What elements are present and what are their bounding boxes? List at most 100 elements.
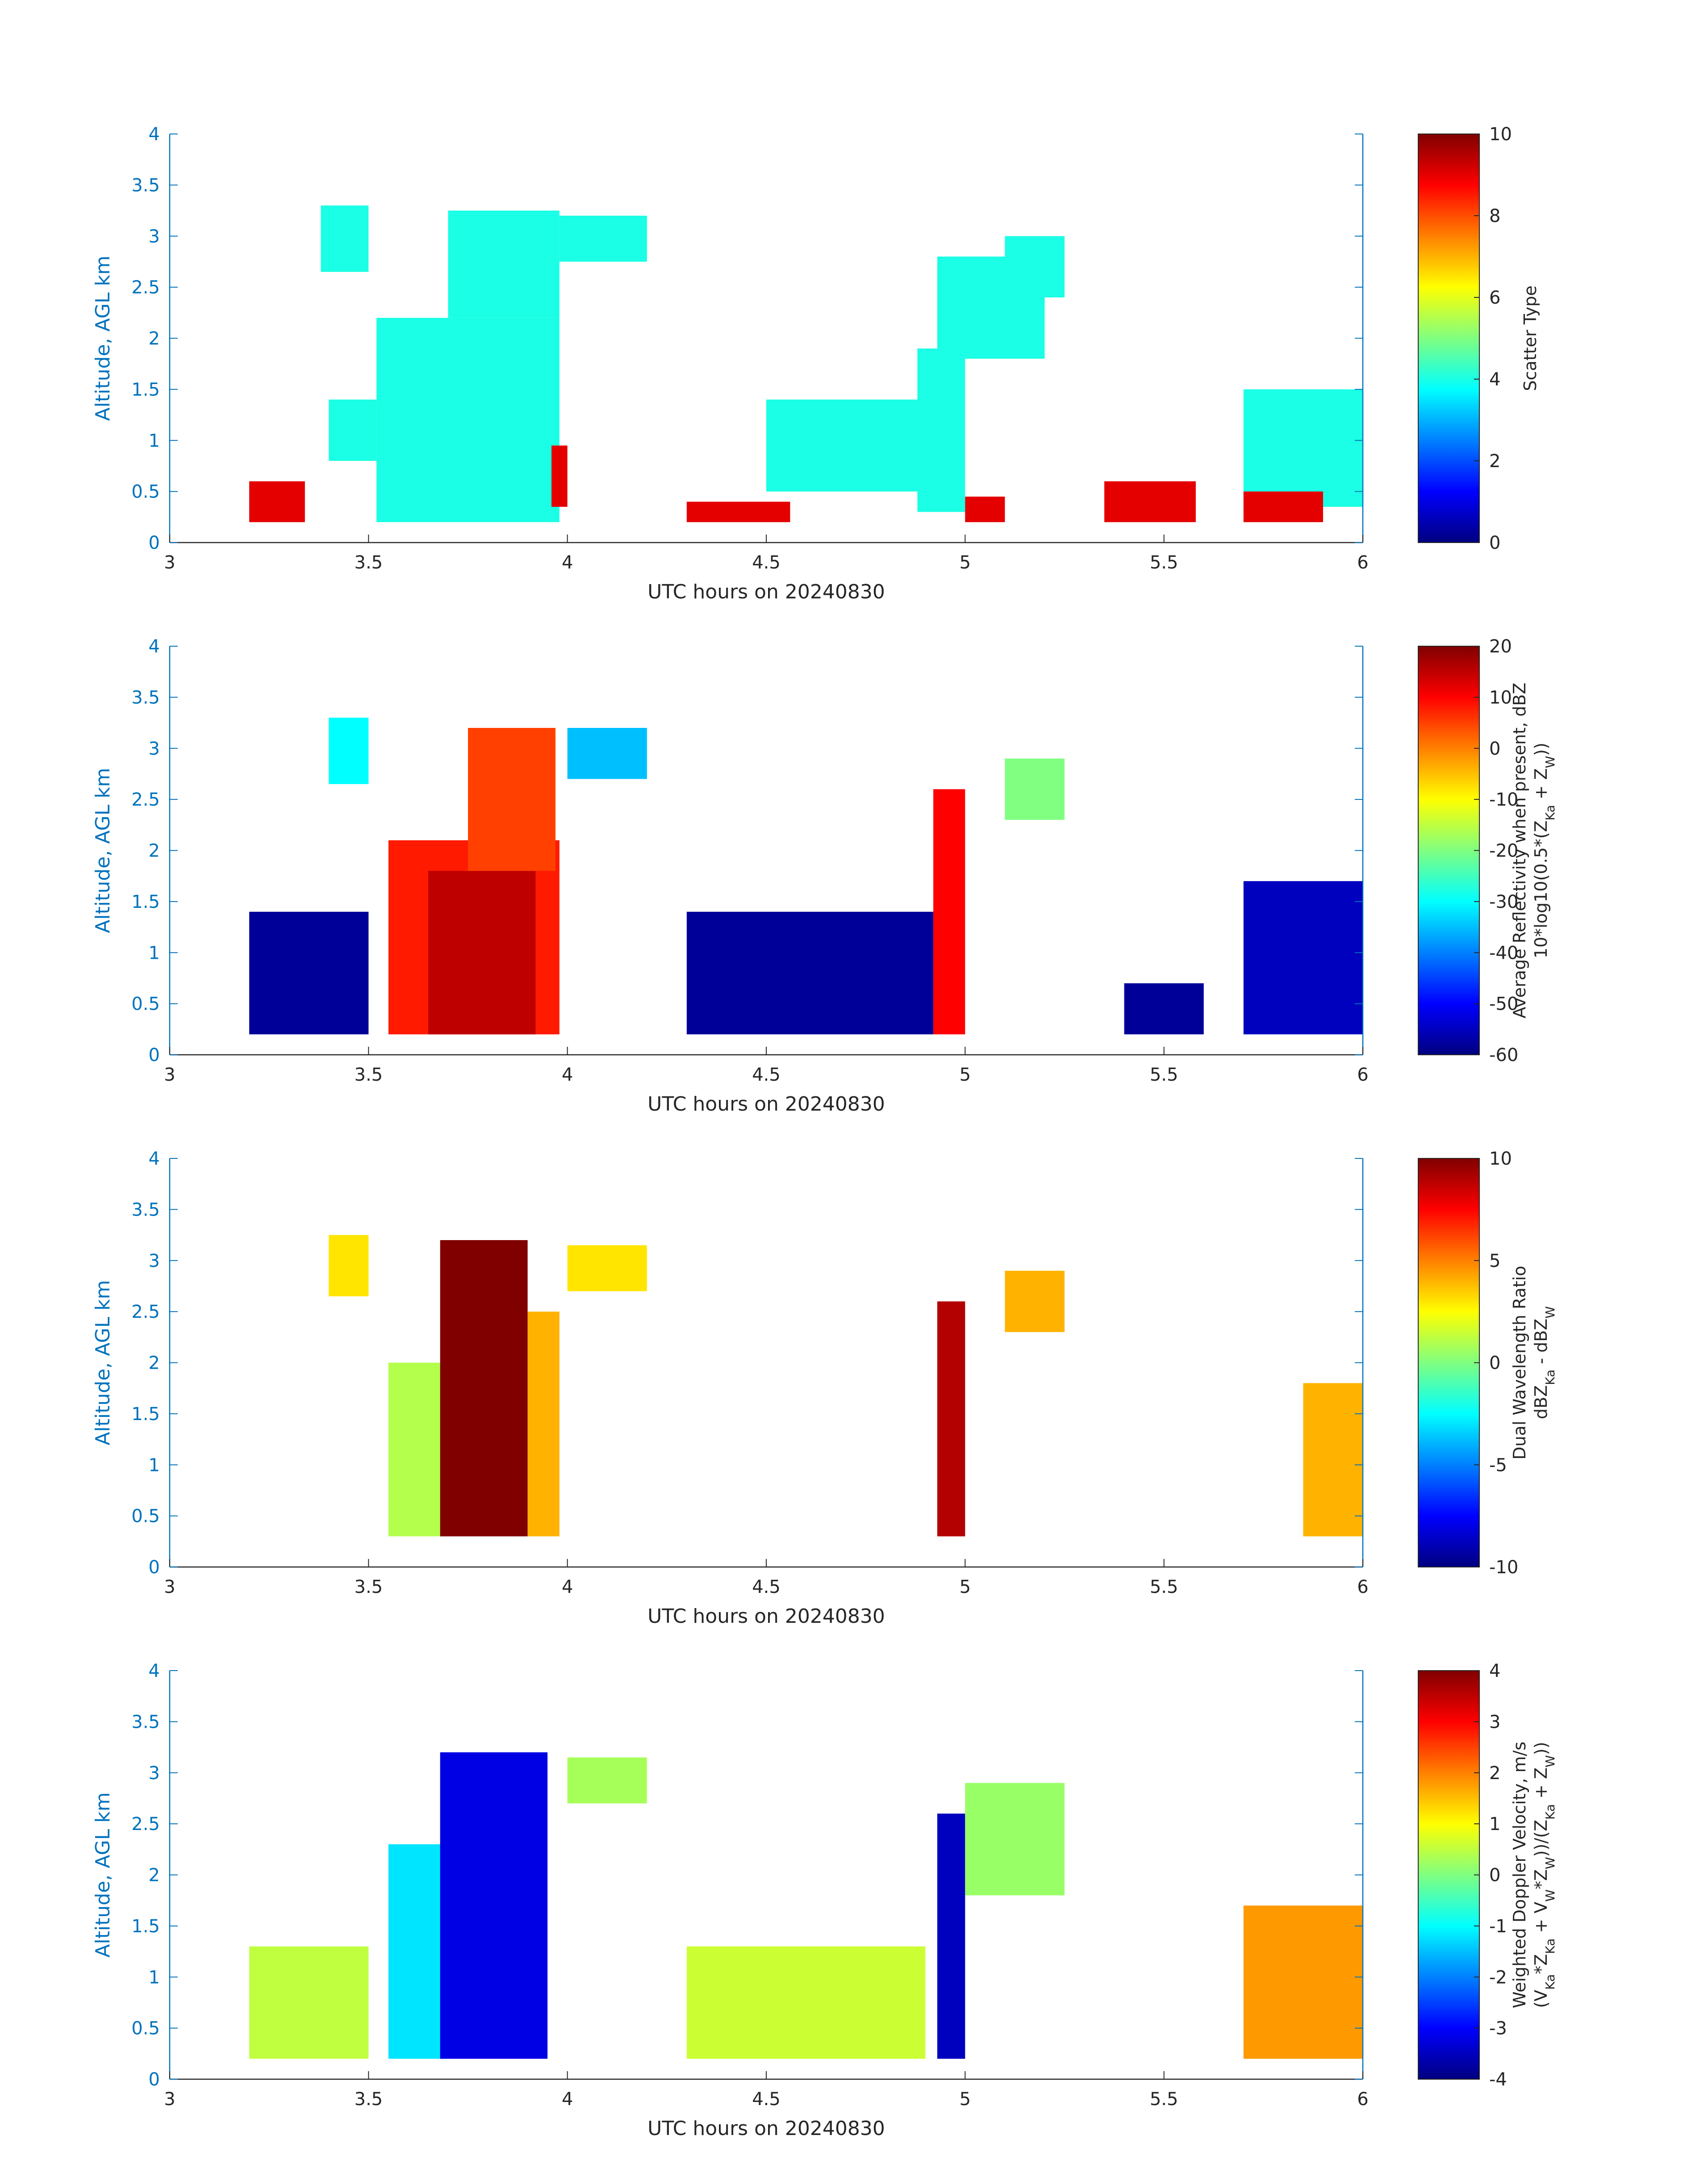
colorbar-tick-label: 4 [1489, 1661, 1500, 1681]
y-tick-label: 1 [149, 430, 160, 451]
heatmap-cell [428, 871, 536, 1035]
colorbar-label: (VKa*ZKa + VW*ZW))/(ZKa + ZW)) [1531, 1742, 1558, 2008]
x-tick-label: 4.5 [752, 1577, 781, 1597]
x-tick-label: 4.5 [752, 1065, 781, 1085]
x-tick-label: 5 [960, 1065, 971, 1085]
x-tick-label: 5 [960, 552, 971, 573]
heatmap-cell [440, 1752, 548, 2059]
y-tick-label: 1.5 [131, 1404, 160, 1425]
colorbar-tick-label: -10 [1489, 1557, 1518, 1578]
chart-panel-3: 3 3.5 4 4.5 5 5.5 6 0 0.5 1 1.5 2 2.5 3 3.5 4 UTC hours … [92, 1149, 1558, 1628]
y-tick-label: 3 [149, 226, 160, 247]
x-tick-label: 3 [164, 1065, 175, 1085]
heatmap-cell [1243, 1905, 1363, 2059]
heatmap-cell [376, 318, 560, 522]
chart-panel-2: 3 3.5 4 4.5 5 5.5 6 0 0.5 1 1.5 2 2.5 3 3.5 4 UTC hours … [92, 636, 1558, 1116]
heatmap-cell [933, 789, 965, 1035]
heatmap-cell [937, 1813, 965, 2059]
y-tick-label: 1 [149, 943, 160, 963]
heatmap-cell [937, 1301, 965, 1537]
colorbar-label: Weighted Doppler Velocity, m/s [1510, 1742, 1529, 2008]
colorbar-label: Scatter Type [1520, 285, 1540, 391]
y-tick-label: 4 [149, 1149, 160, 1169]
x-tick-label: 4 [562, 552, 573, 573]
colorbar-tick-label: -20 [1489, 841, 1518, 861]
heatmap-cell [686, 911, 934, 1035]
y-tick-label: 0.5 [131, 994, 160, 1015]
y-tick-label: 0 [149, 1045, 160, 1066]
x-tick-label: 5 [960, 2089, 971, 2110]
colorbar-tick-label: 20 [1489, 636, 1512, 657]
heatmap-cell [1243, 389, 1363, 507]
colorbar-tick-label: 6 [1489, 288, 1500, 308]
heatmap-cell [567, 728, 647, 779]
x-tick-label: 3 [164, 552, 175, 573]
colorbar-label: Dual Wavelength Ratio [1510, 1266, 1529, 1459]
heatmap-cell [388, 1844, 448, 2059]
colorbar-tick-label: 10 [1489, 1149, 1512, 1169]
heatmap-cell [766, 399, 926, 492]
colorbar-tick-label: 2 [1489, 1763, 1500, 1784]
colorbar-tick-label: 5 [1489, 1251, 1500, 1271]
y-tick-label: 3.5 [131, 1199, 160, 1220]
heatmap-cell [321, 205, 369, 272]
x-tick-label: 3.5 [355, 1577, 383, 1597]
x-tick-label: 3.5 [355, 1065, 383, 1085]
x-tick-label: 5.5 [1150, 2089, 1178, 2110]
y-tick-label: 4 [149, 124, 160, 145]
x-tick-label: 6 [1357, 552, 1368, 573]
y-tick-label: 2 [149, 1865, 160, 1886]
y-tick-label: 2.5 [131, 277, 160, 298]
colorbar [1418, 646, 1480, 1055]
heatmap-cell [965, 497, 1005, 522]
colorbar-tick-label: 0 [1489, 533, 1500, 553]
x-tick-label: 4 [562, 1065, 573, 1085]
y-tick-label: 0 [149, 1557, 160, 1578]
y-tick-label: 1 [149, 1455, 160, 1475]
x-tick-label: 3.5 [355, 552, 383, 573]
y-tick-label: 4 [149, 636, 160, 657]
heatmap-cell [567, 1245, 647, 1291]
colorbar [1418, 1158, 1480, 1567]
heatmap-cell [686, 501, 790, 522]
colorbar-tick-label: -4 [1489, 2069, 1507, 2090]
colorbar-tick-label: 0 [1489, 739, 1500, 759]
y-tick-label: 2 [149, 1353, 160, 1374]
y-tick-label: 2 [149, 841, 160, 861]
heatmap-cell [1243, 881, 1363, 1035]
colorbar-tick-label: 10 [1489, 124, 1512, 145]
colorbar-tick-label: 0 [1489, 1865, 1500, 1886]
y-tick-label: 2.5 [131, 1814, 160, 1834]
heatmap-cell [551, 445, 568, 507]
heatmap-regions [249, 718, 1363, 1035]
x-tick-label: 5.5 [1150, 1065, 1178, 1085]
y-tick-label: 1.5 [131, 892, 160, 912]
y-tick-label: 3 [149, 739, 160, 759]
heatmap-cell [440, 1240, 528, 1537]
heatmap-cell [686, 1946, 926, 2059]
heatmap-cell [917, 348, 965, 512]
colorbar-tick-label: 10 [1489, 687, 1512, 708]
y-axis-label: Altitude, AGL km [92, 1792, 114, 1957]
colorbar-tick-label: -60 [1489, 1045, 1518, 1066]
colorbar-label: Average Reflectivity when present, dBZ [1510, 683, 1529, 1019]
heatmap-cell [965, 1783, 1065, 1896]
chart-panel-4: 3 3.5 4 4.5 5 5.5 6 0 0.5 1 1.5 2 2.5 3 3.5 4 UTC hours … [92, 1661, 1558, 2140]
x-axis-label: UTC hours on 20240830 [647, 1605, 885, 1628]
colorbar [1418, 134, 1480, 543]
x-tick-label: 6 [1357, 1577, 1368, 1597]
y-tick-label: 3.5 [131, 175, 160, 196]
x-tick-label: 6 [1357, 2089, 1368, 2110]
colorbar-tick-label: 8 [1489, 206, 1500, 226]
heatmap-cell [388, 1362, 448, 1537]
heatmap-regions [329, 1235, 1363, 1537]
colorbar [1418, 1670, 1480, 2080]
y-tick-label: 0 [149, 533, 160, 553]
x-axis-label: UTC hours on 20240830 [647, 1093, 885, 1116]
heatmap-regions [249, 205, 1363, 522]
y-tick-label: 1.5 [131, 1916, 160, 1937]
heatmap-cell [468, 728, 555, 871]
heatmap-cell [1104, 481, 1196, 522]
heatmap-cell [329, 718, 369, 784]
y-tick-label: 3 [149, 1251, 160, 1271]
